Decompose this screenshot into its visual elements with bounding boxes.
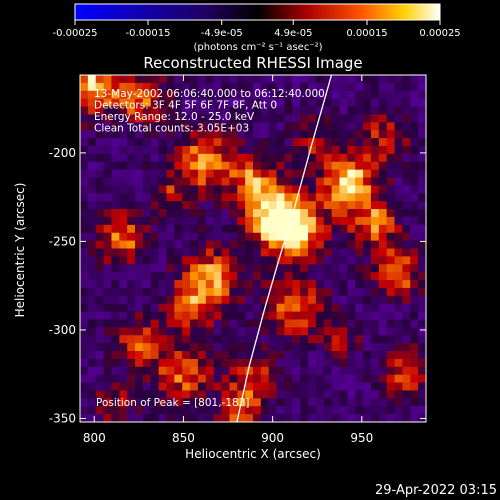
y-tick-label: -200 (49, 146, 76, 160)
annotation-line: 13-May-2002 06:06:40.000 to 06:12:40.000 (94, 88, 325, 100)
x-tick-label: 850 (172, 431, 195, 445)
heatmap (80, 75, 426, 422)
footer-timestamp: 29-Apr-2022 03:15 (375, 483, 497, 498)
colorbar-tick-label: -4.9e-05 (201, 28, 243, 39)
x-tick-label: 950 (350, 431, 373, 445)
solar-limb-curve (236, 75, 333, 422)
y-tick-label: -350 (49, 411, 76, 425)
colorbar (74, 3, 441, 21)
y-axis-label: Heliocentric Y (arcsec) (13, 183, 27, 318)
chart-title: Reconstructed RHESSI Image (143, 54, 362, 72)
y-tick-label: -250 (49, 234, 76, 248)
colorbar-tick-label: -0.00025 (53, 28, 98, 39)
x-tick-label: 800 (83, 431, 106, 445)
y-tick-label: -300 (49, 323, 76, 337)
peak-position-label: Position of Peak = [801,-183] (96, 397, 250, 409)
annotation-line: Clean Total counts: 3.05E+03 (94, 123, 249, 135)
observation-annotations: 13-May-2002 06:06:40.000 to 06:12:40.000… (94, 88, 325, 135)
plot-frame (79, 74, 427, 423)
x-tick-label: 900 (261, 431, 284, 445)
colorbar-tick-label: 0.00015 (346, 28, 387, 39)
colorbar-tick-label: 0.00025 (419, 28, 460, 39)
colorbar-tick-label: 4.9e-05 (274, 28, 312, 39)
x-axis-label: Heliocentric X (arcsec) (185, 447, 321, 461)
x-axis-ticks: 800 850 900 950 (83, 75, 373, 445)
colorbar-tick-label: -0.00015 (126, 28, 171, 39)
annotation-line: Detectors: 3F 4F 5F 6F 7F 8F, Att 0 (94, 100, 277, 112)
annotation-line: Energy Range: 12.0 - 25.0 keV (94, 111, 255, 123)
y-axis-ticks: -200 -250 -300 -350 (49, 146, 426, 425)
colorbar-ticks: -0.00025 -0.00015 -4.9e-05 4.9e-05 0.00015 0.… (53, 20, 461, 39)
colorbar-units: (photons cm⁻² s⁻¹ asec⁻²) (193, 42, 322, 53)
